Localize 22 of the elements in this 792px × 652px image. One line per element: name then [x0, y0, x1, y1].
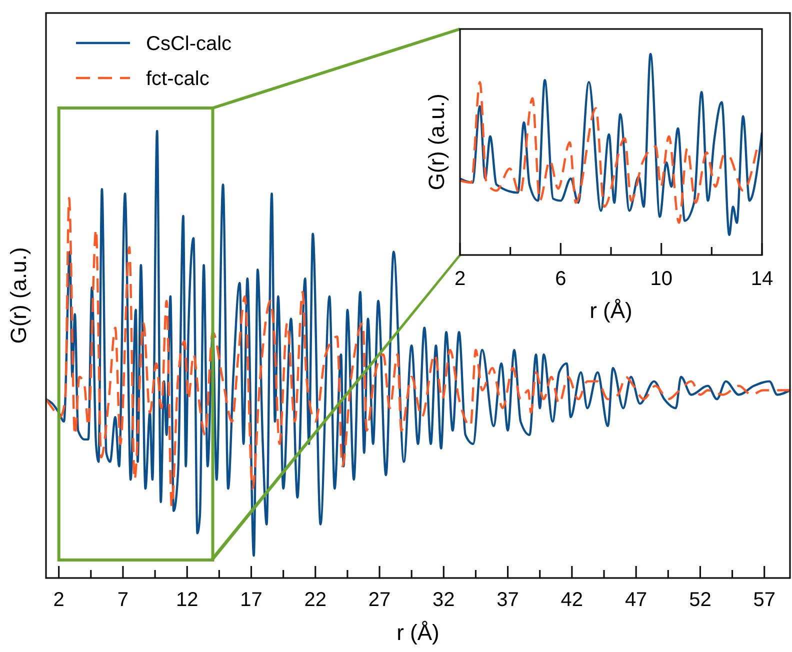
y-axis-title: G(r) (a.u.): [424, 94, 449, 190]
x-tick-label: 2: [53, 589, 64, 611]
x-tick-label: 2: [454, 268, 466, 290]
x-tick-label: 7: [117, 589, 129, 611]
x-axis-title: r (Å): [396, 620, 440, 645]
x-tick-label: 37: [496, 589, 519, 611]
legend-label: fct-calc: [146, 68, 210, 90]
x-tick-label: 6: [555, 268, 566, 290]
x-tick-label: 42: [560, 589, 584, 611]
x-tick-label: 52: [689, 589, 712, 611]
x-tick-label: 57: [753, 589, 776, 611]
x-tick-label: 10: [650, 268, 672, 290]
x-tick-label: 47: [624, 589, 648, 611]
x-tick-label: 22: [304, 589, 327, 611]
x-tick-label: 27: [368, 589, 391, 611]
x-axis-title: r (Å): [590, 298, 632, 323]
legend-label: CsCl-calc: [146, 33, 232, 55]
x-tick-label: 12: [176, 589, 198, 611]
x-tick-label: 14: [750, 268, 774, 290]
x-tick-label: 32: [432, 589, 455, 611]
x-tick-label: 17: [240, 589, 262, 611]
y-axis-title: G(r) (a.u.): [6, 247, 31, 344]
